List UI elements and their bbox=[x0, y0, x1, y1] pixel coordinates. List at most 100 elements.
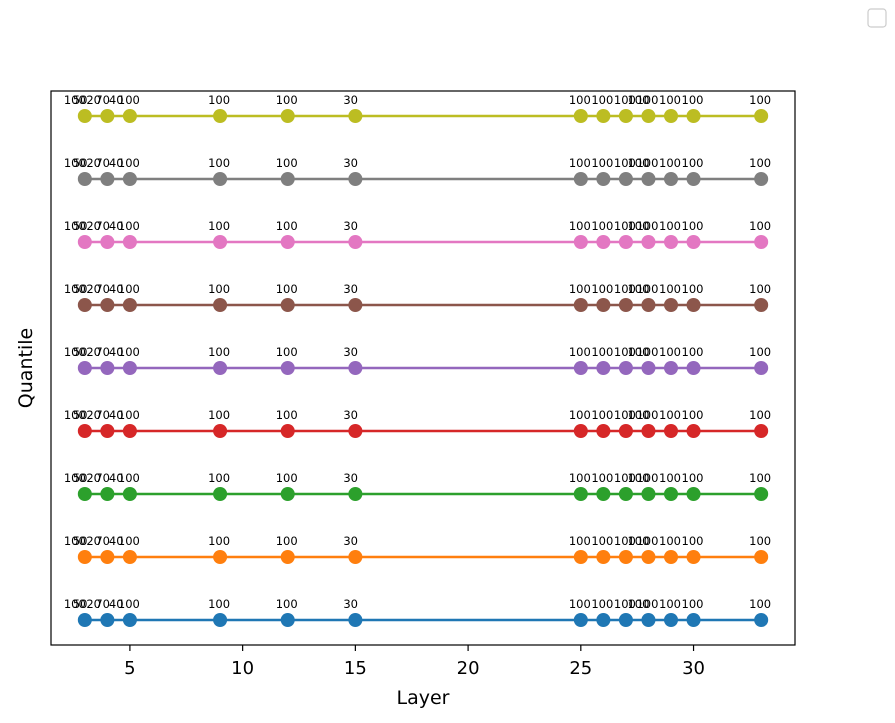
data-label: 100 bbox=[208, 156, 230, 170]
data-point bbox=[122, 550, 137, 564]
x-tick-label: 15 bbox=[344, 658, 367, 679]
data-point bbox=[596, 235, 611, 249]
data-label: 100 bbox=[569, 219, 591, 233]
data-label: 100 bbox=[627, 156, 649, 170]
data-label: 100 bbox=[636, 282, 658, 296]
data-point bbox=[122, 613, 137, 627]
y-axis-title: Quantile bbox=[15, 328, 37, 408]
data-label: 100 bbox=[118, 345, 140, 359]
data-label: 100 bbox=[208, 219, 230, 233]
data-point bbox=[100, 361, 115, 375]
data-label: 100 bbox=[749, 219, 771, 233]
data-label: 100 bbox=[569, 534, 591, 548]
data-label: 100 bbox=[64, 408, 86, 422]
data-label: 100 bbox=[749, 93, 771, 107]
data-point bbox=[100, 487, 115, 501]
data-point bbox=[213, 613, 228, 627]
data-label: 100 bbox=[276, 219, 298, 233]
data-label: 100 bbox=[659, 345, 681, 359]
data-point bbox=[596, 550, 611, 564]
data-label: 100 bbox=[118, 156, 140, 170]
data-label: 20 bbox=[86, 219, 101, 233]
data-point bbox=[664, 487, 678, 501]
data-label: 40 bbox=[109, 534, 124, 548]
data-point bbox=[641, 424, 656, 438]
data-label: 50 bbox=[73, 534, 88, 548]
data-label: 20 bbox=[86, 597, 101, 611]
data-label: 100 bbox=[569, 471, 591, 485]
data-point bbox=[754, 424, 769, 438]
data-label: 100 bbox=[636, 471, 658, 485]
data-point bbox=[641, 361, 656, 375]
data-point bbox=[686, 487, 701, 501]
data-point bbox=[122, 361, 137, 375]
data-point bbox=[100, 613, 115, 627]
data-point bbox=[664, 298, 678, 312]
data-label: 100 bbox=[682, 534, 704, 548]
data-point bbox=[664, 550, 678, 564]
data-point bbox=[573, 487, 588, 501]
data-label: 30 bbox=[343, 282, 358, 296]
data-point bbox=[213, 361, 228, 375]
data-label: 100 bbox=[118, 282, 140, 296]
data-label: 100 bbox=[64, 471, 86, 485]
data-label: 30 bbox=[343, 408, 358, 422]
data-label: 30 bbox=[343, 156, 358, 170]
data-label: 100 bbox=[208, 345, 230, 359]
data-label: 100 bbox=[591, 408, 613, 422]
data-label: 100 bbox=[276, 345, 298, 359]
data-label: 70 bbox=[95, 408, 110, 422]
data-label: 40 bbox=[109, 345, 124, 359]
data-point bbox=[641, 487, 656, 501]
data-label: 40 bbox=[109, 282, 124, 296]
data-label: 100 bbox=[614, 93, 636, 107]
data-label: 100 bbox=[627, 219, 649, 233]
data-point bbox=[641, 172, 656, 186]
data-label: 50 bbox=[73, 219, 88, 233]
data-point bbox=[754, 487, 769, 501]
data-label: 100 bbox=[636, 534, 658, 548]
data-point bbox=[664, 613, 678, 627]
data-point bbox=[348, 424, 363, 438]
data-label: 20 bbox=[86, 534, 101, 548]
data-label: 100 bbox=[118, 471, 140, 485]
data-label: 40 bbox=[109, 408, 124, 422]
data-label: 100 bbox=[659, 408, 681, 422]
data-point bbox=[348, 361, 363, 375]
data-label: 100 bbox=[591, 471, 613, 485]
data-point bbox=[686, 172, 701, 186]
data-label: 70 bbox=[95, 219, 110, 233]
data-label: 100 bbox=[659, 597, 681, 611]
data-label: 100 bbox=[276, 282, 298, 296]
data-label: 100 bbox=[276, 597, 298, 611]
data-point bbox=[573, 613, 588, 627]
data-point bbox=[686, 361, 701, 375]
data-label: 30 bbox=[343, 93, 358, 107]
data-label: 100 bbox=[118, 408, 140, 422]
data-point bbox=[280, 235, 295, 249]
data-label: 50 bbox=[73, 93, 88, 107]
data-label: 100 bbox=[118, 534, 140, 548]
data-label: 100 bbox=[208, 471, 230, 485]
data-label: 100 bbox=[614, 219, 636, 233]
data-point bbox=[641, 298, 656, 312]
data-label: 100 bbox=[627, 345, 649, 359]
data-label: 50 bbox=[73, 156, 88, 170]
data-point bbox=[77, 298, 92, 312]
data-point bbox=[573, 109, 588, 123]
x-tick-label: 30 bbox=[682, 658, 705, 679]
data-label: 50 bbox=[73, 408, 88, 422]
data-label: 100 bbox=[569, 93, 591, 107]
data-point bbox=[664, 172, 678, 186]
data-point bbox=[618, 235, 633, 249]
data-point bbox=[213, 298, 228, 312]
data-label: 100 bbox=[682, 156, 704, 170]
data-point bbox=[213, 172, 228, 186]
data-point bbox=[77, 613, 92, 627]
data-point bbox=[348, 172, 363, 186]
data-label: 100 bbox=[569, 282, 591, 296]
x-tick-label: 10 bbox=[231, 658, 254, 679]
